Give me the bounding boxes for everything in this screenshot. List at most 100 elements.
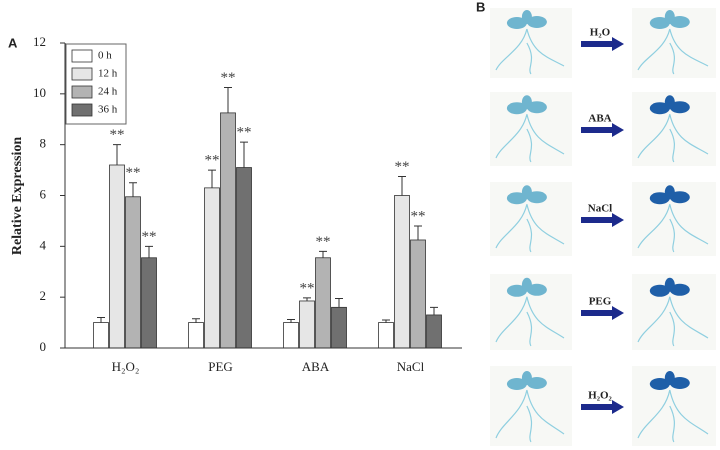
bar [93,322,109,349]
root [495,114,565,163]
error-bar [414,225,422,240]
error-bar [319,250,327,258]
error-bar [192,318,200,323]
seedling-photo [490,366,572,446]
arrow [581,37,624,51]
legend-label: 12 h [98,68,118,80]
legend-swatch [71,103,93,117]
y-tick-label: 4 [40,237,47,252]
root [637,114,709,163]
bar [315,257,331,349]
bar [109,164,125,349]
significance-label: ** [110,127,125,143]
significance-label: ** [395,159,410,175]
legend-swatch [71,85,93,99]
leaf [664,10,675,24]
bar [236,167,252,349]
bar [299,300,315,349]
bar [220,112,236,349]
leaf [521,95,532,110]
leaf [649,192,670,205]
significance-label: ** [411,208,426,224]
leaf [506,284,527,297]
y-tick-label: 0 [40,339,47,354]
legend: 0 h 12 h 24 h 36 h [65,43,127,125]
bar [125,196,141,349]
root [637,204,709,253]
bar [378,322,394,349]
leaf [521,371,532,385]
significance-label: ** [126,165,141,181]
error-bar [398,175,406,196]
seedling-photo [632,182,716,256]
arrow [581,213,624,227]
bar [410,239,426,349]
leaf [649,17,670,29]
y-tick-label: 8 [40,136,47,151]
leaf [664,185,675,200]
seedling-photo [632,274,716,350]
leaf [664,371,675,385]
leaf [664,277,675,292]
significance-label: ** [205,153,220,169]
significance-label: ** [300,280,315,296]
legend-label: 0 h [98,50,112,62]
treatment-label: H₂O [590,27,611,39]
error-bar [430,306,438,315]
leaf [669,191,690,204]
seedling-photo [490,8,572,78]
error-bar [382,319,390,323]
bar [283,322,299,349]
y-tick-label: 2 [40,288,47,303]
error-bar [224,86,232,113]
error-bar [129,182,137,197]
significance-label: ** [142,229,157,245]
x-tick-label: ABA [302,359,330,374]
bar [188,322,204,349]
leaf [526,377,547,389]
legend-label: 24 h [98,86,118,98]
x-tick-label: PEG [208,359,233,374]
seedling-photo [490,182,572,256]
error-bar [145,245,153,258]
root [637,389,709,443]
root [495,389,565,443]
leaf [526,16,547,28]
seedling-photo [632,92,716,166]
leaf [506,378,527,390]
root [495,204,565,253]
significance-label: ** [237,125,252,141]
bar [394,195,410,349]
arrow [581,400,624,414]
panel-label: A [8,35,18,50]
leaf [669,16,690,28]
panel-label: B [476,0,485,14]
leaf [506,17,527,29]
y-tick-label: 12 [33,34,46,49]
leaf [526,101,547,114]
x-tick-label: H₂O₂ [112,359,140,374]
leaf [669,101,690,114]
leaf [669,283,690,296]
leaf [506,102,527,115]
bar [331,306,347,349]
error-bar [208,169,216,188]
significance-label: ** [221,70,236,86]
error-bar [113,144,121,165]
root [495,28,565,75]
seedling-photo [490,274,572,350]
y-tick-label: 6 [40,186,47,201]
seedling-photo [632,366,716,446]
treatment-label: PEG [589,296,612,308]
seedling-photo [490,92,572,166]
bar [204,187,220,349]
leaf [526,283,547,296]
error-bar [97,317,105,323]
arrow [581,123,624,137]
leaf [649,284,670,297]
leaf [521,185,532,200]
legend-swatch [71,67,93,81]
y-axis-title: Relative Expression [10,137,25,256]
